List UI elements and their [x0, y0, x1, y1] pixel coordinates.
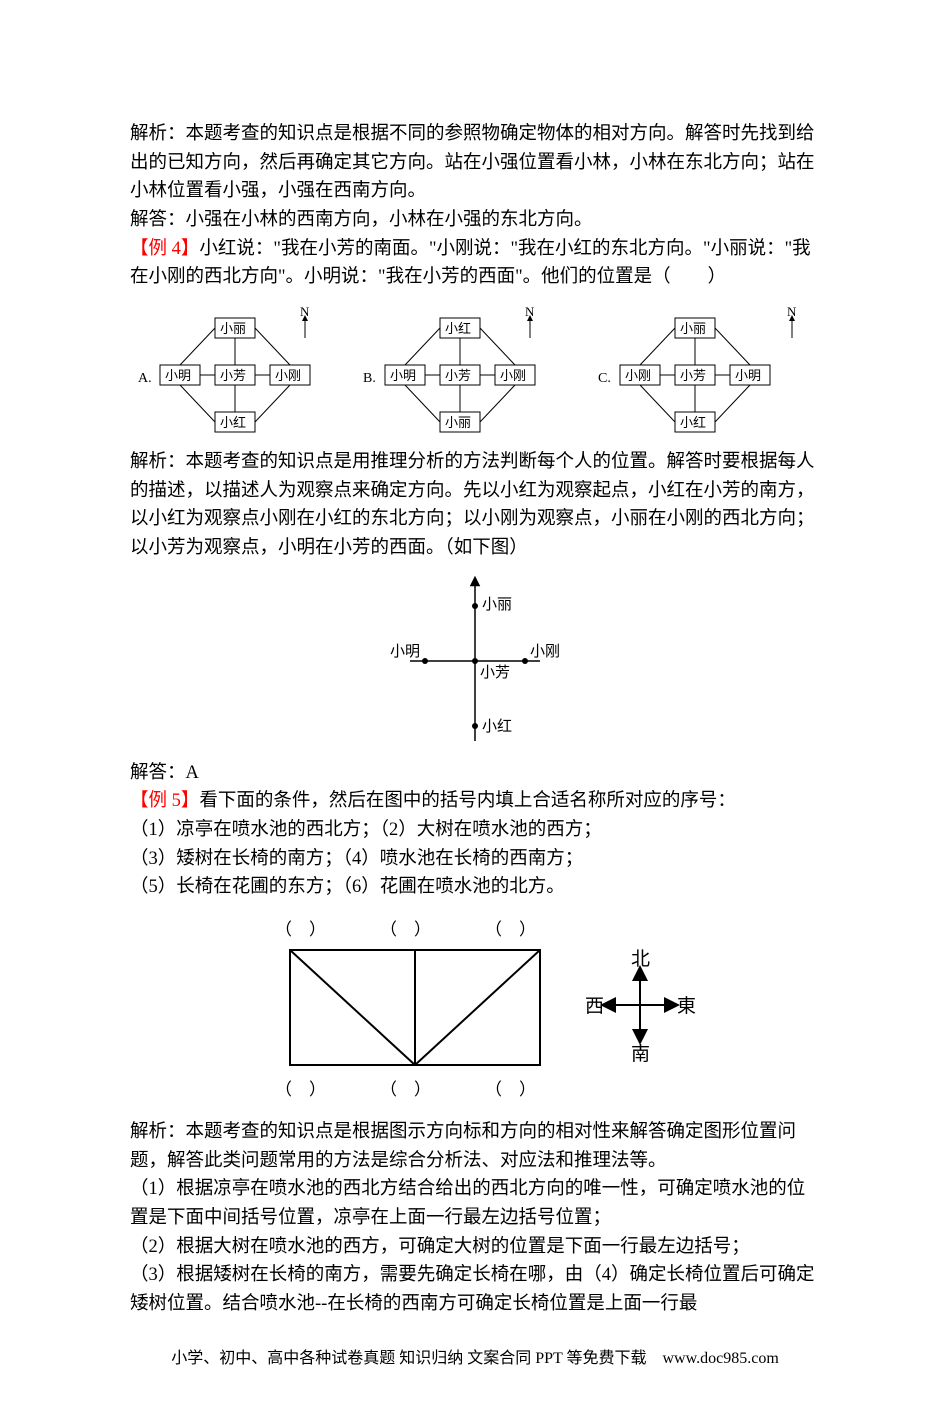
compass-w: 西 — [585, 996, 604, 1017]
cross-left: 小明 — [390, 643, 420, 660]
svg-text:N: N — [525, 304, 535, 319]
node-A-right: 小刚 — [275, 368, 301, 383]
example-4: 【例 4】小红说："我在小芳的南面。"小刚说："我在小红的东北方向。"小丽说："… — [130, 235, 820, 292]
bracket-6: （ ） — [485, 1080, 536, 1099]
bracket-5: （ ） — [380, 1080, 431, 1099]
node-B-left: 小明 — [390, 368, 416, 383]
node-C-top: 小丽 — [680, 321, 706, 336]
option-B-label: B. — [363, 371, 376, 386]
node-A-left: 小明 — [165, 368, 191, 383]
diagram-C: N 小丽 小刚 小芳 小明 小红 — [620, 304, 797, 432]
example-4-text: 小红说："我在小芳的南面。"小刚说："我在小红的东北方向。"小丽说："我在小刚的… — [130, 239, 811, 288]
node-C-bottom: 小红 — [680, 415, 706, 430]
bracket-1: （ ） — [275, 920, 326, 939]
answer-1: 解答：小强在小林的西南方向，小林在小强的东北方向。 — [130, 206, 820, 235]
diagram-B: N 小红 小明 小芳 小刚 小丽 — [385, 304, 535, 432]
analysis-5-2: （2）根据大树在喷水池的西方，可确定大树的位置是下面一行最左边括号； — [130, 1233, 820, 1262]
compass-e: 東 — [677, 995, 696, 1017]
figure-cross: 小丽 小明 小刚 小芳 小红 — [370, 571, 580, 751]
cond-1-2: （1）凉亭在喷水池的西北方；（2）大树在喷水池的西方； — [130, 816, 820, 845]
node-C-mid: 小芳 — [680, 368, 706, 383]
diagram-A: N 小丽 小明 小芳 小刚 小红 — [160, 304, 310, 432]
bracket-2: （ ） — [380, 920, 431, 939]
figure-options-abc: A. N 小丽 小明 小芳 小刚 小红 — [130, 300, 830, 440]
answer-4: 解答：A — [130, 759, 820, 788]
cross-top: 小丽 — [482, 596, 512, 613]
bracket-4: （ ） — [275, 1080, 326, 1099]
compass-n: 北 — [631, 948, 650, 970]
analysis-4: 解析：本题考查的知识点是用推理分析的方法判断每个人的位置。解答时要根据每人的描述… — [130, 448, 820, 563]
svg-text:N: N — [300, 304, 310, 319]
example-4-tag: 【例 4】 — [130, 239, 199, 259]
cond-3-4: （3）矮树在长椅的南方；（4）喷水池在长椅的西南方； — [130, 845, 820, 874]
example-5-text: 看下面的条件，然后在图中的括号内填上合适名称所对应的序号： — [199, 791, 736, 811]
analysis-5-3: （3）根据矮树在长椅的南方，需要先确定长椅在哪，由（4）确定长椅位置后可确定矮树… — [130, 1261, 820, 1318]
analysis-1: 解析：本题考查的知识点是根据不同的参照物确定物体的相对方向。解答时先找到给出的已… — [130, 120, 820, 206]
page-content: 解析：本题考查的知识点是根据不同的参照物确定物体的相对方向。解答时先找到给出的已… — [0, 0, 950, 1422]
node-B-mid: 小芳 — [445, 368, 471, 383]
cond-5-6: （5）长椅在花圃的东方；（6）花圃在喷水池的北方。 — [130, 873, 820, 902]
node-C-right: 小明 — [735, 368, 761, 383]
bracket-3: （ ） — [485, 920, 536, 939]
svg-text:N: N — [787, 304, 797, 319]
analysis-5-1: （1）根据凉亭在喷水池的西北方结合给出的西北方向的唯一性，可确定喷水池的位置是下… — [130, 1175, 820, 1232]
node-A-bottom: 小红 — [220, 415, 246, 430]
node-A-top: 小丽 — [220, 321, 246, 336]
example-5-tag: 【例 5】 — [130, 791, 199, 811]
node-B-right: 小刚 — [500, 368, 526, 383]
analysis-5: 解析：本题考查的知识点是根据图示方向标和方向的相对性来解答确定图形位置问题，解答… — [130, 1118, 820, 1175]
node-C-left: 小刚 — [625, 368, 651, 383]
option-C-label: C. — [598, 371, 611, 386]
compass-s: 南 — [631, 1043, 650, 1065]
node-B-bottom: 小丽 — [445, 415, 471, 430]
compass-icon: 北 南 東 西 — [585, 948, 696, 1065]
cross-center: 小芳 — [480, 664, 510, 681]
figure-rectangle-compass: （ ） （ ） （ ） （ ） （ ） （ ） 北 南 東 西 — [235, 910, 715, 1110]
option-A-label: A. — [138, 371, 152, 386]
page-footer: 小学、初中、高中各种试卷真题 知识归纳 文案合同 PPT 等免费下载 www.d… — [130, 1347, 820, 1372]
cross-bottom: 小红 — [482, 718, 512, 735]
example-5: 【例 5】看下面的条件，然后在图中的括号内填上合适名称所对应的序号： — [130, 787, 820, 816]
node-B-top: 小红 — [445, 321, 471, 336]
cross-right: 小刚 — [530, 643, 560, 660]
node-A-mid: 小芳 — [220, 368, 246, 383]
